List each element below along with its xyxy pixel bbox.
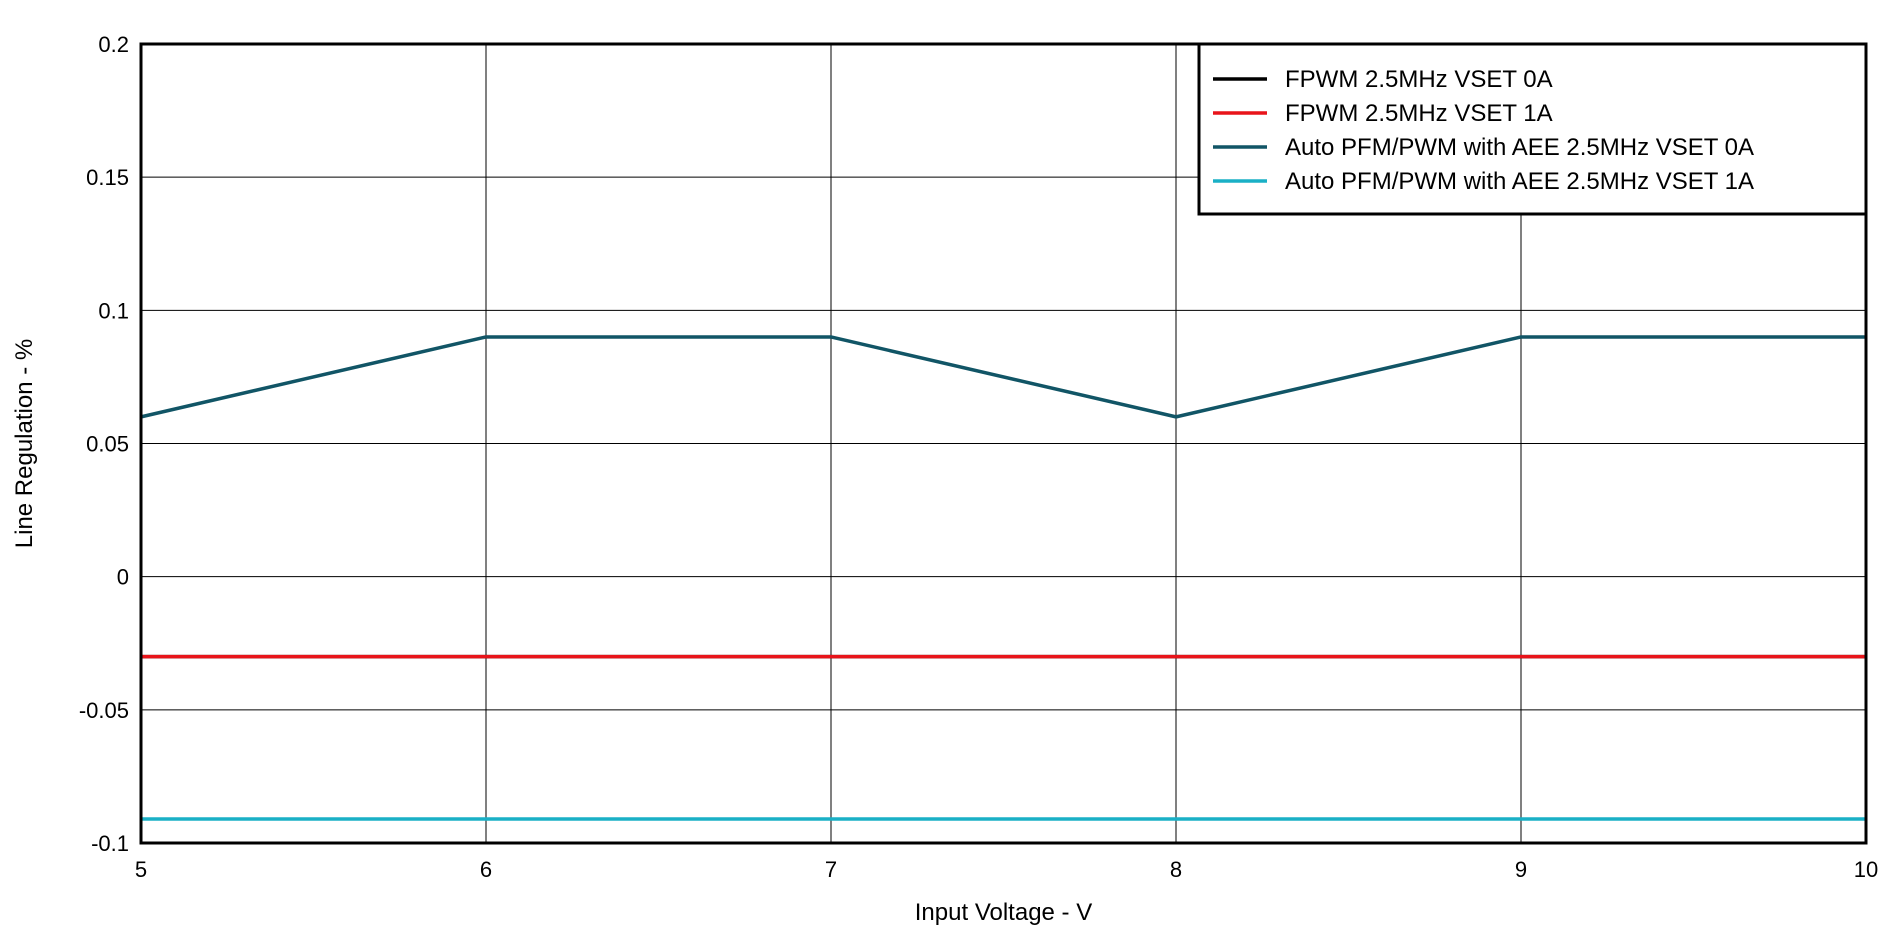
tick-labels: 5 6 7 8 9 10 -0.1 -0.05 0 0.05 0.1 0.15 0.2 bbox=[79, 32, 1878, 882]
x-tick-label: 5 bbox=[135, 857, 147, 882]
y-tick-label: 0.05 bbox=[86, 432, 129, 457]
legend-label: Auto PFM/PWM with AEE 2.5MHz VSET 0A bbox=[1285, 134, 1754, 161]
legend-label: FPWM 2.5MHz VSET 1A bbox=[1285, 100, 1553, 127]
x-axis-label: Input Voltage - V bbox=[915, 899, 1092, 926]
legend-box bbox=[1197, 42, 1868, 216]
series-line-2 bbox=[140, 335, 1866, 419]
y-tick-label: 0.15 bbox=[86, 165, 129, 190]
y-axis-label: Line Regulation - % bbox=[11, 339, 38, 548]
series-layer bbox=[140, 335, 1867, 821]
y-tick-label: 0.1 bbox=[98, 298, 129, 323]
x-tick-label: 10 bbox=[1854, 857, 1878, 882]
x-tick-label: 8 bbox=[1170, 857, 1182, 882]
x-tick-label: 7 bbox=[825, 857, 837, 882]
y-tick-label: -0.05 bbox=[79, 698, 129, 723]
legend-label: FPWM 2.5MHz VSET 0A bbox=[1285, 66, 1553, 93]
legend: FPWM 2.5MHz VSET 0A FPWM 2.5MHz VSET 1A Au… bbox=[1197, 42, 1868, 216]
y-tick-label: -0.1 bbox=[91, 831, 129, 856]
x-tick-label: 9 bbox=[1515, 857, 1527, 882]
legend-label: Auto PFM/PWM with AEE 2.5MHz VSET 1A bbox=[1285, 168, 1754, 195]
plot-frame bbox=[139, 42, 1868, 845]
y-tick-label: 0 bbox=[117, 565, 129, 590]
x-tick-label: 6 bbox=[480, 857, 492, 882]
y-tick-label: 0.2 bbox=[98, 32, 129, 57]
